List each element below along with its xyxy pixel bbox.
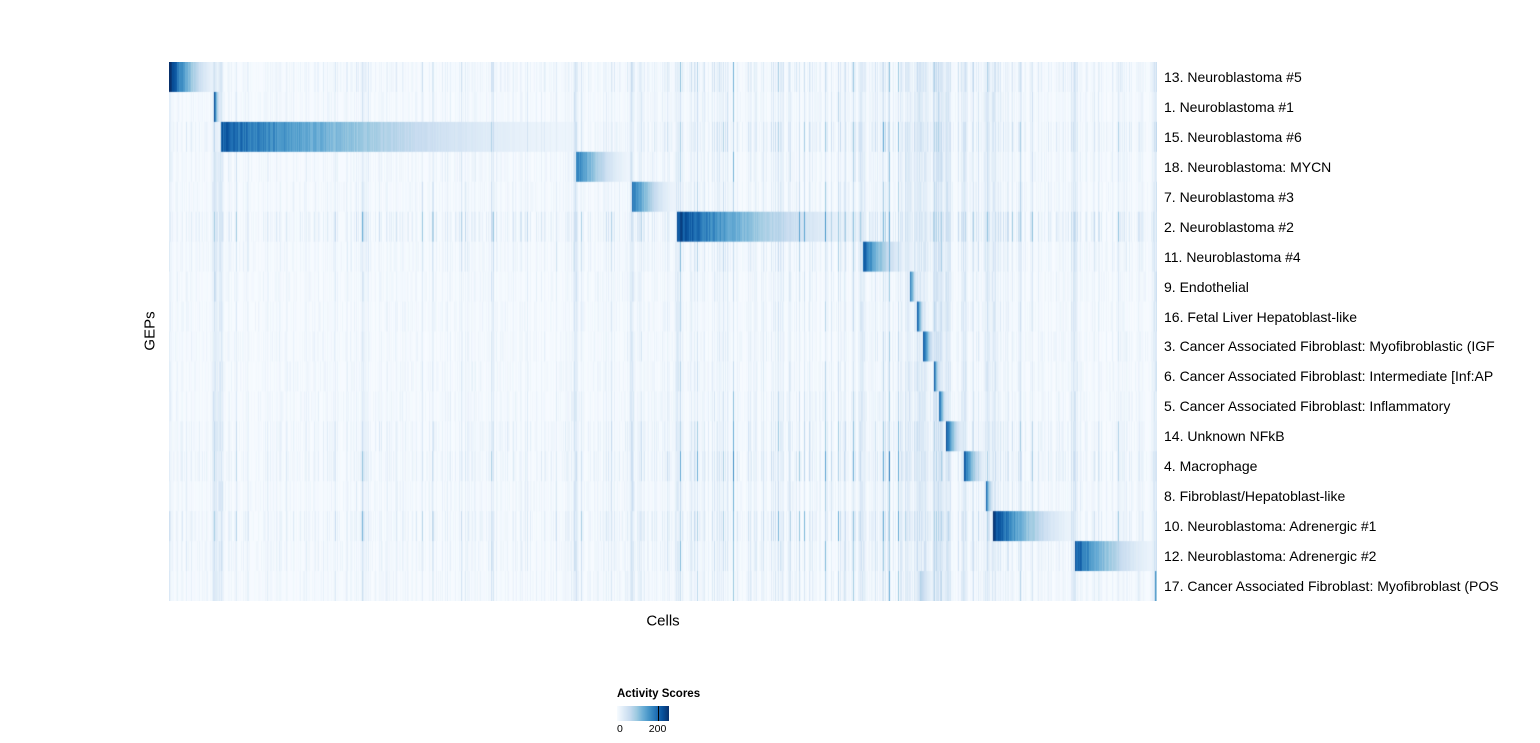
row-label: 1. Neuroblastoma #1	[1164, 98, 1294, 115]
legend-tick-labels: 0 200	[617, 723, 669, 735]
row-labels: 13. Neuroblastoma #5 1. Neuroblastoma #1 1…	[1164, 62, 1540, 601]
row-label: 3. Cancer Associated Fibroblast: Myofibr…	[1164, 338, 1495, 355]
heatmap-canvas	[169, 62, 1157, 601]
row-label: 5. Cancer Associated Fibroblast: Inflamm…	[1164, 398, 1451, 415]
row-label: 9. Endothelial	[1164, 278, 1249, 295]
row-label: 2. Neuroblastoma #2	[1164, 218, 1294, 235]
row-label: 10. Neuroblastoma: Adrenergic #1	[1164, 518, 1377, 535]
row-label: 13. Neuroblastoma #5	[1164, 68, 1302, 85]
legend-gradient-bar	[617, 706, 669, 721]
row-label: 7. Neuroblastoma #3	[1164, 188, 1294, 205]
legend-max-label: 200	[648, 723, 667, 735]
row-label: 15. Neuroblastoma #6	[1164, 128, 1302, 145]
legend-title: Activity Scores	[617, 688, 701, 700]
legend-min-label: 0	[617, 723, 623, 735]
row-label: 14. Unknown NFkB	[1164, 428, 1285, 445]
row-label: 12. Neuroblastoma: Adrenergic #2	[1164, 548, 1377, 565]
y-axis-label: GEPs	[141, 311, 159, 351]
row-label: 8. Fibroblast/Hepatoblast-like	[1164, 488, 1346, 505]
legend: Activity Scores 0 200	[617, 688, 757, 735]
row-label: 11. Neuroblastoma #4	[1164, 248, 1301, 265]
x-axis-label: Cells	[646, 612, 680, 630]
row-label: 16. Fetal Liver Hepatoblast-like	[1164, 308, 1357, 325]
row-label: 6. Cancer Associated Fibroblast: Interme…	[1164, 368, 1494, 385]
row-label: 17. Cancer Associated Fibroblast: Myofib…	[1164, 578, 1499, 595]
row-label: 18. Neuroblastoma: MYCN	[1164, 158, 1332, 175]
row-label: 4. Macrophage	[1164, 458, 1258, 475]
legend-tick-200-mark	[657, 706, 660, 721]
